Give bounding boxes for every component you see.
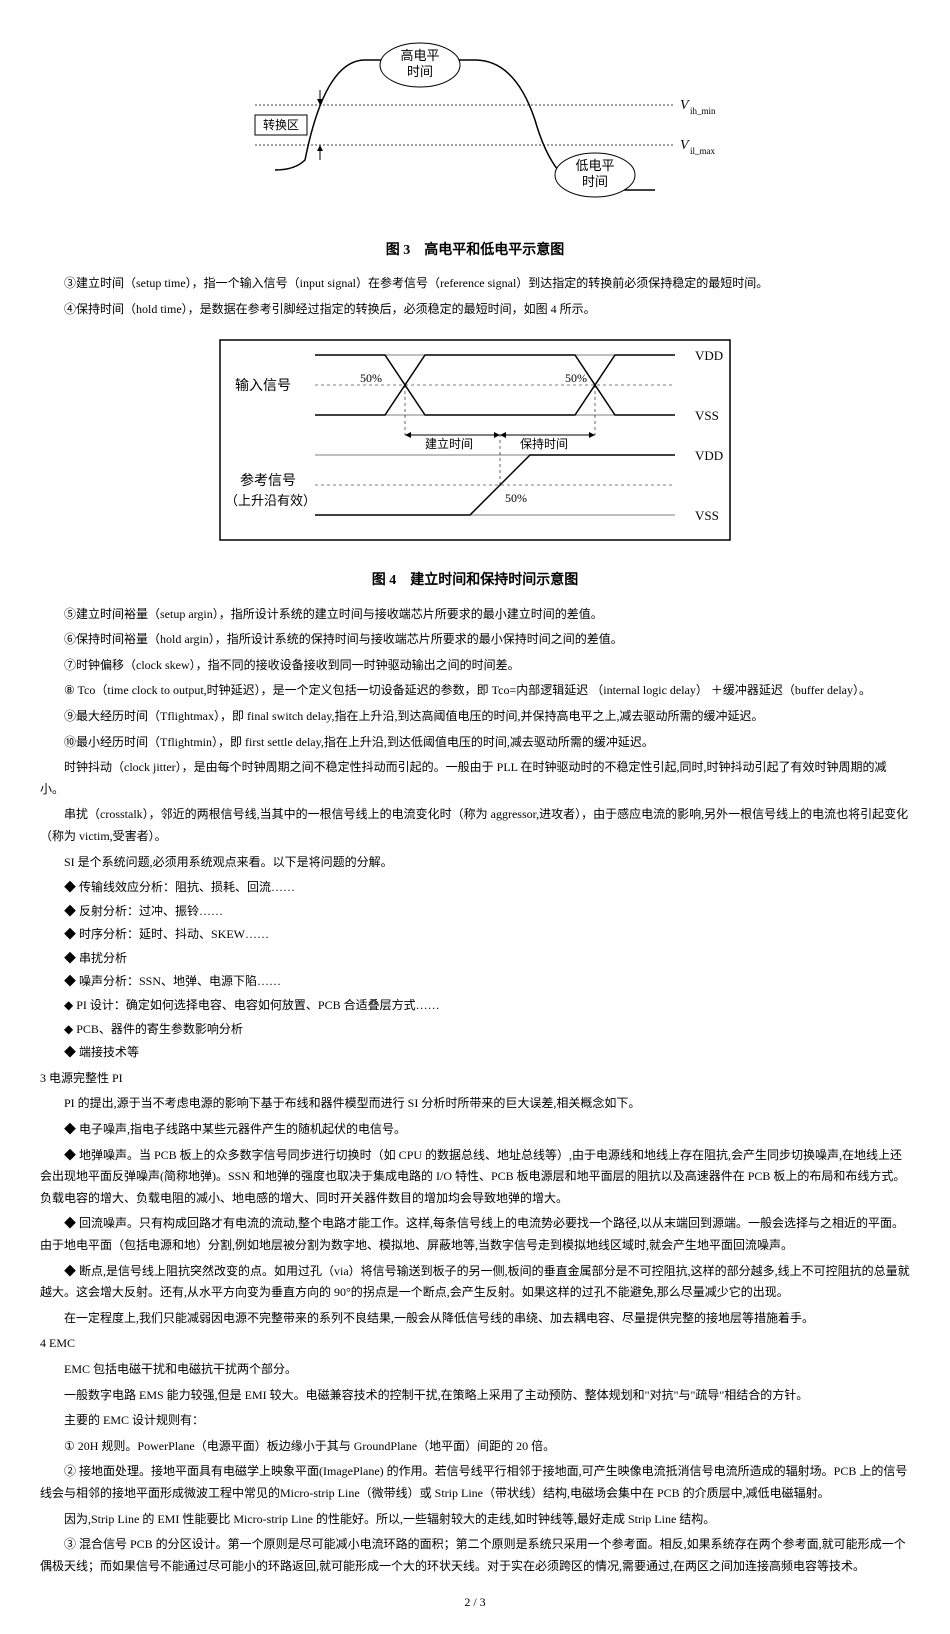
svg-text:V: V: [680, 98, 690, 113]
para-8: ⑧ Tco（time clock to output,时钟延迟），是一个定义包括…: [40, 680, 910, 702]
svg-text:转换区: 转换区: [263, 117, 299, 132]
svg-text:50%: 50%: [505, 491, 527, 505]
para-4: ④保持时间（hold time），是数据在参考引脚经过指定的转换后，必须稳定的最…: [40, 299, 910, 321]
para-6: ⑥保持时间裕量（hold argin），指所设计系统的保持时间与接收端芯片所要求…: [40, 629, 910, 651]
svg-text:保持时间: 保持时间: [520, 436, 568, 451]
bullet-1: ◆ 传输线效应分析：阻抗、损耗、回流……: [40, 877, 910, 899]
pi-bullet-4: ◆ 断点,是信号线上阻抗突然改变的点。如用过孔（via）将信号输送到板子的另一侧…: [40, 1261, 910, 1304]
bullet-5: ◆ 噪声分析：SSN、地弹、电源下陷……: [40, 971, 910, 993]
bullet-7: ◆ PCB、器件的寄生参数影响分析: [40, 1019, 910, 1041]
emc-rule-1: ① 20H 规则。PowerPlane（电源平面）板边缘小于其与 GroundP…: [40, 1436, 910, 1458]
svg-text:V: V: [680, 138, 690, 153]
svg-text:时间: 时间: [582, 174, 608, 189]
page-number: 2 / 3: [40, 1592, 910, 1614]
emc-rule-3: ③ 混合信号 PCB 的分区设计。第一个原则是尽可能减小电流环路的面积；第二个原…: [40, 1534, 910, 1577]
emc-rule-2: ② 接地面处理。接地平面具有电磁学上映象平面(ImagePlane) 的作用。若…: [40, 1461, 910, 1504]
svg-text:建立时间: 建立时间: [425, 436, 473, 451]
pi-bullet-2: ◆ 地弹噪声。当 PCB 板上的众多数字信号同步进行切换时（如 CPU 的数据总…: [40, 1145, 910, 1210]
fig4-svg: VDD VSS 50% 50% 输入信号 VDD VSS 50% 参考信号 （上…: [195, 330, 755, 560]
svg-text:低电平: 低电平: [575, 158, 614, 173]
para-3: ③建立时间（setup time），指一个输入信号（input signal）在…: [40, 273, 910, 295]
fig4-caption: 图 4 建立时间和保持时间示意图: [40, 568, 910, 593]
figure-4: VDD VSS 50% 50% 输入信号 VDD VSS 50% 参考信号 （上…: [40, 330, 910, 593]
fig3-svg: 高电平 时间 低电平 时间 转换区 V ih_min V il_max: [235, 30, 715, 230]
svg-text:VSS: VSS: [695, 408, 719, 423]
section-3: 3 电源完整性 PI: [40, 1068, 910, 1090]
para-9: ⑨最大经历时间（Tflightmax），即 final switch delay…: [40, 706, 910, 728]
pi-bullet-1: ◆ 电子噪声,指电子线路中某些元器件产生的随机起伏的电信号。: [40, 1119, 910, 1141]
svg-text:VSS: VSS: [695, 508, 719, 523]
svg-text:50%: 50%: [565, 371, 587, 385]
emc-para-1: EMC 包括电磁干扰和电磁抗干扰两个部分。: [40, 1359, 910, 1381]
svg-text:VDD: VDD: [695, 448, 723, 463]
bullet-3: ◆ 时序分析：延时、抖动、SKEW……: [40, 924, 910, 946]
bullet-2: ◆ 反射分析：过冲、振铃……: [40, 901, 910, 923]
para-10: ⑩最小经历时间（Tflightmin），即 first settle delay…: [40, 732, 910, 754]
svg-text:ih_min: ih_min: [690, 106, 715, 116]
pi-para-1: PI 的提出,源于当不考虑电源的影响下基于布线和器件模型而进行 SI 分析时所带…: [40, 1093, 910, 1115]
fig3-caption: 图 3 高电平和低电平示意图: [40, 238, 910, 263]
para-7: ⑦时钟偏移（clock skew），指不同的接收设备接收到同一时钟驱动输出之间的…: [40, 655, 910, 677]
svg-text:参考信号: 参考信号: [240, 472, 296, 489]
bullet-4: ◆ 串扰分析: [40, 948, 910, 970]
emc-rule-2b: 因为,Strip Line 的 EMI 性能要比 Micro-strip Lin…: [40, 1509, 910, 1531]
para-jitter: 时钟抖动（clock jitter），是由每个时钟周期之间不稳定性抖动而引起的。…: [40, 757, 910, 800]
figure-3: 高电平 时间 低电平 时间 转换区 V ih_min V il_max 图 3 …: [40, 30, 910, 263]
section-4: 4 EMC: [40, 1333, 910, 1355]
svg-text:（上升沿有效）: （上升沿有效）: [225, 493, 316, 508]
emc-para-2: 一般数字电路 EMS 能力较强,但是 EMI 较大。电磁兼容技术的控制干扰,在策…: [40, 1385, 910, 1407]
svg-text:il_max: il_max: [690, 146, 715, 156]
svg-text:时间: 时间: [407, 64, 433, 79]
svg-text:VDD: VDD: [695, 348, 723, 363]
pi-para-final: 在一定程度上,我们只能减弱因电源不完整带来的系列不良结果,一般会从降低信号线的串…: [40, 1308, 910, 1330]
emc-para-3: 主要的 EMC 设计规则有：: [40, 1410, 910, 1432]
bullet-8: ◆ 端接技术等: [40, 1042, 910, 1064]
svg-text:50%: 50%: [360, 371, 382, 385]
bullet-6: ◆ PI 设计：确定如何选择电容、电容如何放置、PCB 合适叠层方式……: [40, 995, 910, 1017]
svg-text:输入信号: 输入信号: [235, 378, 291, 394]
para-5: ⑤建立时间裕量（setup argin），指所设计系统的建立时间与接收端芯片所要…: [40, 604, 910, 626]
svg-text:高电平: 高电平: [400, 48, 439, 63]
pi-bullet-3: ◆ 回流噪声。只有构成回路才有电流的流动,整个电路才能工作。这样,每条信号线上的…: [40, 1213, 910, 1256]
para-si: SI 是个系统问题,必须用系统观点来看。以下是将问题的分解。: [40, 852, 910, 874]
para-crosstalk: 串扰（crosstalk），邻近的两根信号线,当其中的一根信号线上的电流变化时（…: [40, 804, 910, 847]
